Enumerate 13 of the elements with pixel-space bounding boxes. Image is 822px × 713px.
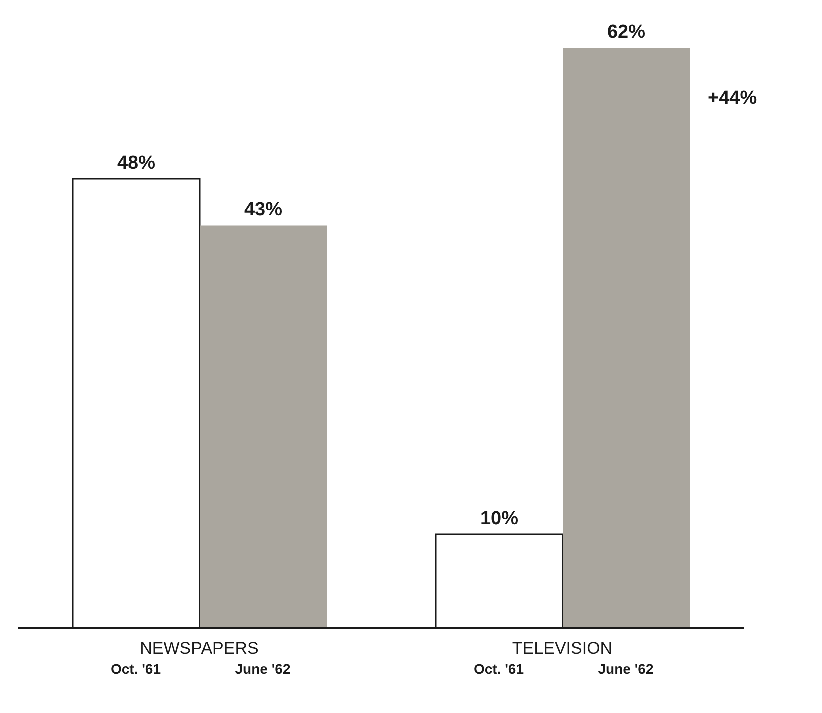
- bar: [200, 226, 327, 628]
- text: June '62: [598, 661, 654, 677]
- data-label: 48%: [117, 152, 156, 174]
- data-label: 43%: [244, 200, 283, 221]
- annotation: +44%: [708, 88, 758, 110]
- data-label: 10%: [480, 508, 519, 530]
- bar: [563, 48, 690, 628]
- x-tick-label: TELEVISION: [512, 639, 613, 658]
- data-label: 62%: [607, 22, 646, 43]
- text: Oct. '61: [110, 661, 162, 677]
- text: Oct. '61: [474, 661, 524, 677]
- x-tick-label: NEWSPAPERS: [140, 639, 259, 658]
- text: June '62: [235, 661, 291, 677]
